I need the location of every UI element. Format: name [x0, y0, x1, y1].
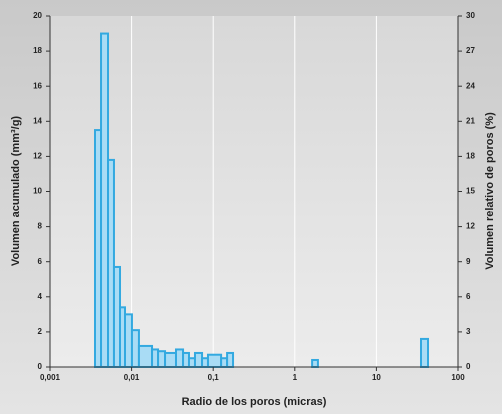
y-tick-label: 10: [33, 187, 42, 196]
bar: [137, 344, 154, 369]
x-tick-label: 0,01: [124, 373, 140, 382]
y2-tick-label: 0: [466, 362, 471, 371]
y-tick-label: 4: [38, 292, 43, 301]
x-tick-label: 10: [372, 373, 381, 382]
y-tick-label: 12: [33, 152, 42, 161]
y2-tick-label: 3: [466, 327, 471, 336]
x-tick-label: 100: [451, 373, 465, 382]
bar: [226, 351, 235, 368]
y2-axis-label: Volumen relativo de poros (%): [484, 112, 496, 270]
y-tick-label: 18: [33, 46, 42, 55]
bar: [100, 32, 110, 369]
bar: [157, 350, 167, 368]
y2-tick-label: 30: [466, 11, 475, 20]
y-tick-label: 0: [38, 362, 43, 371]
x-axis-label: Radio de los poros (micras): [182, 396, 327, 408]
bar: [419, 337, 430, 369]
bar: [130, 329, 140, 368]
y-tick-label: 14: [33, 116, 42, 125]
y-tick-label: 16: [33, 81, 42, 90]
x-tick-label: 1: [293, 373, 298, 382]
bar: [193, 351, 204, 368]
bar: [311, 358, 319, 369]
x-tick-label: 0,1: [208, 373, 220, 382]
y2-tick-label: 6: [466, 292, 471, 301]
y-axis-label: Volumen acumulado (mm³/g): [10, 116, 22, 266]
x-tick-label: 0,001: [40, 373, 61, 382]
y-tick-label: 8: [38, 222, 43, 231]
y2-tick-label: 9: [466, 257, 471, 266]
y2-tick-label: 21: [466, 116, 475, 125]
y-tick-label: 6: [38, 257, 43, 266]
bar: [123, 313, 133, 369]
y2-tick-label: 18: [466, 152, 475, 161]
y2-tick-label: 15: [466, 187, 475, 196]
y2-tick-label: 12: [466, 222, 475, 231]
bar: [164, 351, 177, 368]
bar: [206, 353, 223, 368]
bar: [174, 348, 185, 369]
y2-tick-label: 24: [466, 81, 475, 90]
y-tick-label: 20: [33, 11, 42, 20]
y-tick-label: 2: [38, 327, 43, 336]
y2-tick-label: 27: [466, 46, 475, 55]
